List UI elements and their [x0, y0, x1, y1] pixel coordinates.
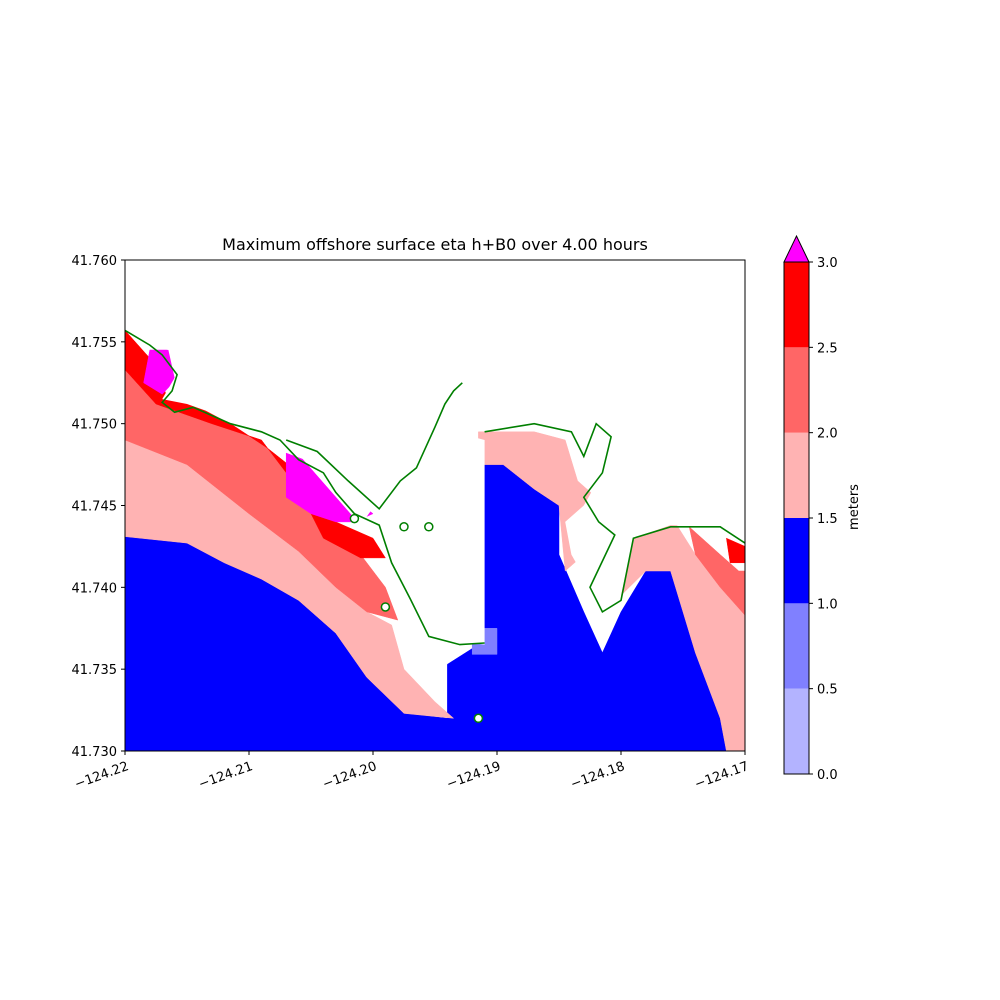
- y-tick-label: 41.750: [72, 418, 118, 433]
- colorbar-extend-arrow: [783, 234, 810, 263]
- contour-region-2: [478, 431, 597, 572]
- colorbar-segment: [784, 262, 809, 348]
- shoreline-1: [285, 382, 463, 510]
- x-axis: −124.22 −124.21 −124.20 −124.19 −124.18 −124.…: [73, 751, 751, 792]
- y-tick-label: 41.735: [72, 663, 118, 678]
- land-east-land: [484, 260, 745, 621]
- x-tick-label: −124.18: [569, 759, 627, 792]
- x-tick-label: −124.22: [73, 759, 131, 792]
- y-axis: 41.730 41.735 41.740 41.745 41.750 41.755 41.7…: [72, 254, 125, 760]
- contour-region-5: [688, 526, 745, 616]
- land-areas: [125, 260, 745, 645]
- land-north-land: [125, 260, 485, 526]
- islet-4: [349, 513, 360, 524]
- contour-region-7: [726, 537, 745, 564]
- shorelines: [125, 329, 745, 724]
- colorbar-segment: [784, 432, 809, 518]
- islet-1: [473, 713, 484, 724]
- y-tick-label: 41.760: [72, 254, 118, 269]
- shoreline-2: [484, 422, 745, 614]
- colorbar-segment: [784, 518, 809, 604]
- y-tick-label: 41.740: [72, 581, 118, 596]
- y-tick-label: 41.745: [72, 500, 118, 515]
- islet-3: [424, 522, 434, 532]
- islet-0: [380, 602, 391, 612]
- colorbar-segment: [784, 347, 809, 433]
- colorbar: 0.0 0.5 1.0 1.5 2.0 2.5 3.0: [783, 234, 838, 783]
- colorbar-tick-label: 1.5: [817, 512, 838, 527]
- x-tick-label: −124.21: [197, 759, 255, 792]
- x-tick-label: −124.19: [445, 759, 503, 792]
- colorbar-segment: [784, 603, 809, 689]
- filled-contours: [125, 330, 745, 751]
- colorbar-segment: [784, 688, 809, 774]
- chart-title: Maximum offshore surface eta h+B0 over 4…: [222, 235, 648, 254]
- colorbar-tick-label: 0.0: [817, 768, 838, 783]
- islet-2: [399, 522, 409, 532]
- colorbar-tick-label: 2.0: [817, 427, 838, 442]
- shoreline-0: [125, 329, 485, 646]
- colorbar-tick-label: 1.0: [817, 597, 838, 612]
- y-tick-label: 41.730: [72, 745, 118, 760]
- colorbar-tick-label: 2.5: [817, 341, 838, 356]
- colorbar-tick-label: 0.5: [817, 683, 838, 698]
- x-tick-label: −124.17: [693, 759, 751, 792]
- x-tick-label: −124.20: [321, 759, 379, 792]
- colorbar-tick-label: 3.0: [817, 256, 838, 271]
- y-tick-label: 41.755: [72, 336, 118, 351]
- colorbar-label: meters: [847, 484, 862, 530]
